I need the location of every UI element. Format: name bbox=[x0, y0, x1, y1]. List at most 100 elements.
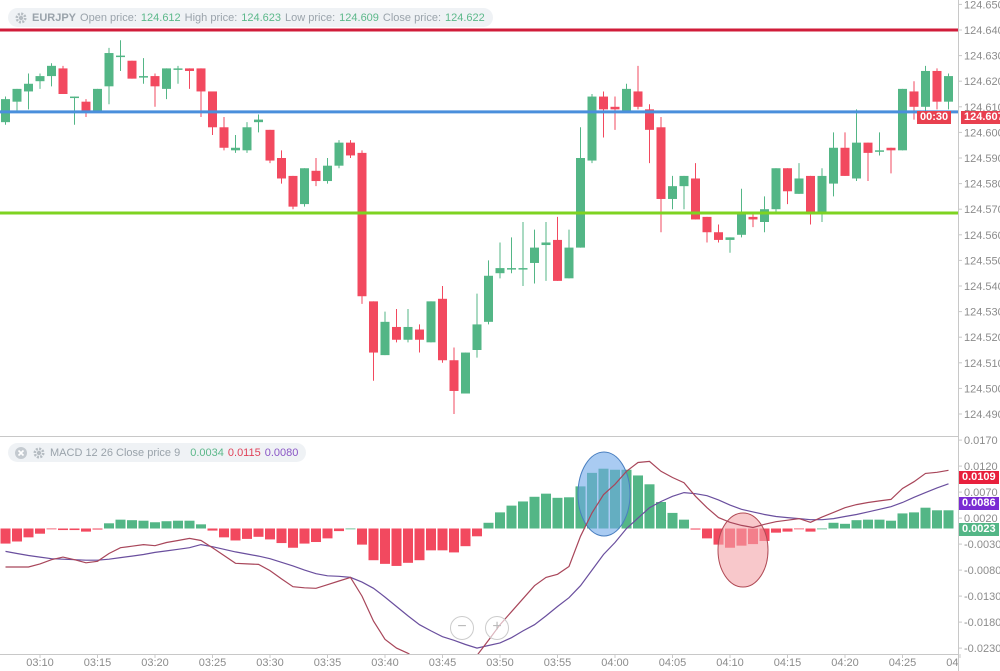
macd-histogram-bar bbox=[173, 520, 183, 529]
macd-histogram-bar bbox=[196, 524, 206, 529]
macd-histogram-bar bbox=[219, 528, 229, 538]
time-tick-label: 04:05 bbox=[659, 657, 687, 669]
macd-histogram-bar bbox=[449, 528, 459, 553]
macd-histogram-bar bbox=[771, 528, 781, 533]
gear-icon[interactable] bbox=[14, 11, 28, 25]
candle bbox=[185, 68, 194, 89]
macd-histogram-bar bbox=[932, 510, 942, 529]
time-tick-label: 03:25 bbox=[199, 657, 227, 669]
candle-body bbox=[760, 209, 769, 222]
candle bbox=[127, 60, 137, 79]
price-tick-label: 124.590 bbox=[964, 153, 1000, 165]
price-tick-label: 124.530 bbox=[964, 307, 1000, 319]
candle-body bbox=[369, 301, 378, 353]
candle bbox=[288, 175, 298, 210]
macd-histogram-bar bbox=[874, 519, 885, 529]
candle bbox=[24, 73, 33, 110]
candle-body bbox=[35, 76, 45, 82]
candle bbox=[116, 40, 125, 71]
macd-signal-line bbox=[5, 483, 949, 649]
candle-body bbox=[277, 158, 286, 179]
time-tick-label: 04:20 bbox=[831, 657, 859, 669]
macd-histogram-bar bbox=[299, 528, 310, 544]
zoom-out-button[interactable]: − bbox=[450, 616, 474, 640]
candle-body bbox=[403, 326, 413, 340]
candle bbox=[380, 311, 390, 356]
macd-histogram-bar bbox=[414, 528, 425, 561]
macd-tick-label: 0.0020 bbox=[964, 513, 998, 525]
candle-body bbox=[334, 142, 344, 166]
price-tick-label: 124.550 bbox=[964, 255, 1000, 267]
macd-histogram-bar bbox=[380, 528, 390, 564]
candle bbox=[219, 117, 229, 151]
candle bbox=[196, 68, 206, 118]
candle-body bbox=[553, 239, 562, 281]
candle bbox=[277, 150, 286, 184]
candle-body bbox=[576, 158, 585, 248]
price-tick-label: 124.600 bbox=[964, 127, 1000, 139]
candle bbox=[415, 324, 424, 353]
macd-histogram-bar bbox=[92, 528, 103, 530]
price-tick-label: 124.570 bbox=[964, 204, 1000, 216]
candle bbox=[530, 229, 539, 284]
candle-body bbox=[196, 68, 206, 92]
candle-body bbox=[679, 175, 689, 187]
price-pane[interactable] bbox=[0, 28, 958, 414]
candle bbox=[254, 114, 263, 133]
candle-body bbox=[104, 53, 114, 87]
candle bbox=[725, 237, 735, 253]
candle bbox=[645, 104, 654, 164]
macd-histogram-bar bbox=[138, 520, 149, 529]
macd-tick-label: 0.0120 bbox=[964, 461, 998, 473]
candle-body bbox=[472, 324, 482, 350]
macd-histogram-bar bbox=[460, 528, 471, 547]
time-tick-label: 04:00 bbox=[601, 657, 629, 669]
candle bbox=[495, 242, 505, 279]
macd-histogram-bar bbox=[230, 528, 241, 541]
macd-histogram-bar bbox=[472, 528, 482, 537]
macd-histogram-bar bbox=[357, 528, 367, 545]
candle-body bbox=[817, 175, 827, 215]
candle bbox=[656, 117, 666, 233]
candle-body bbox=[173, 68, 183, 70]
candle bbox=[426, 301, 436, 343]
candle bbox=[265, 129, 275, 164]
macd-histogram-bar bbox=[437, 528, 448, 551]
time-tick-label: 03:55 bbox=[544, 657, 572, 669]
candle-body bbox=[346, 142, 355, 156]
macd-pane[interactable] bbox=[0, 451, 954, 671]
candle bbox=[714, 224, 723, 243]
time-tick-label: 03:40 bbox=[371, 657, 399, 669]
candle bbox=[541, 222, 551, 281]
candle-body bbox=[875, 150, 884, 152]
time-tick-label: 04:30 bbox=[946, 657, 974, 669]
candle-body bbox=[231, 147, 240, 151]
candle bbox=[139, 58, 148, 84]
macd-legend: MACD 12 26 Close price 9 0.0034 0.0115 0… bbox=[8, 443, 307, 462]
candle-body bbox=[392, 326, 401, 340]
macd-histogram-bar bbox=[506, 505, 517, 529]
close-icon[interactable] bbox=[14, 446, 28, 460]
gear-icon[interactable] bbox=[32, 446, 46, 460]
candle-body bbox=[24, 83, 33, 92]
macd-histogram-bar bbox=[368, 528, 379, 561]
macd-histogram-bar bbox=[782, 528, 793, 532]
candle-body bbox=[771, 168, 781, 210]
candle-body bbox=[150, 76, 160, 87]
candle-body bbox=[794, 178, 804, 194]
candle bbox=[484, 260, 493, 325]
candle-body bbox=[645, 109, 654, 130]
macd-histogram-bar bbox=[184, 520, 195, 529]
candle-body bbox=[806, 175, 815, 215]
candle bbox=[231, 134, 240, 153]
zoom-in-button[interactable]: + bbox=[485, 616, 509, 640]
macd-histogram-bar bbox=[35, 528, 45, 534]
macd-histogram-bar bbox=[207, 528, 218, 531]
time-tick-label: 03:45 bbox=[429, 657, 457, 669]
candle-body bbox=[886, 147, 896, 151]
candle bbox=[794, 163, 804, 194]
candle-body bbox=[610, 106, 620, 110]
macd-histogram-bar bbox=[253, 528, 264, 537]
macd-tick-label: -0.0130 bbox=[964, 591, 1000, 603]
